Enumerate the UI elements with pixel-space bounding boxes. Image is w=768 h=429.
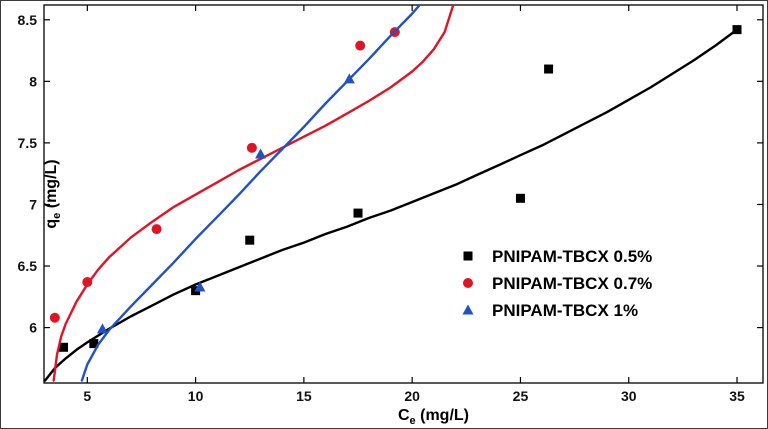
data-point	[246, 142, 257, 153]
data-point	[343, 73, 355, 84]
plot-frame	[43, 4, 764, 384]
data-point	[353, 208, 363, 218]
y-tick-label: 8.5	[18, 12, 38, 28]
x-tick-label: 20	[404, 388, 420, 404]
data-point	[58, 342, 68, 352]
series-0	[44, 25, 742, 382]
x-tick-label: 15	[296, 388, 312, 404]
y-tick-label: 7	[29, 196, 37, 212]
legend-item-1: PNIPAM-TBCX 0.7%	[463, 274, 652, 293]
legend-label: PNIPAM-TBCX 1%	[492, 301, 638, 320]
fit-curve-0	[44, 28, 739, 382]
y-tick-label: 7.5	[18, 135, 38, 151]
legend: PNIPAM-TBCX 0.5% PNIPAM-TBCX 0.7% PNIPAM-T…	[462, 247, 652, 320]
x-tick-label: 10	[188, 388, 204, 404]
legend-marker-circle	[463, 278, 473, 288]
legend-item-2: PNIPAM-TBCX 1%	[462, 301, 638, 320]
series-2	[80, 5, 421, 382]
fit-curve-1	[52, 5, 455, 382]
y-axis-label: qe (mg/L)	[43, 159, 63, 228]
legend-item-0: PNIPAM-TBCX 0.5%	[463, 247, 652, 266]
x-tick-label: 25	[513, 388, 529, 404]
data-point	[194, 281, 206, 292]
y-tick-label: 6	[29, 320, 37, 336]
data-point	[732, 25, 742, 35]
legend-marker-square	[463, 251, 473, 261]
data-point	[355, 40, 366, 51]
legend-marker-triangle	[462, 304, 474, 315]
x-axis-label: Ce (mg/L)	[398, 407, 469, 427]
x-tick-label: 35	[729, 388, 745, 404]
data-point	[255, 148, 267, 159]
data-point	[82, 277, 93, 288]
x-tick-label: 30	[621, 388, 637, 404]
data-point	[96, 323, 108, 334]
data-point	[515, 193, 525, 203]
y-tick-label: 6.5	[18, 258, 38, 274]
data-point	[49, 312, 60, 323]
legend-label: PNIPAM-TBCX 0.7%	[492, 274, 652, 293]
legend-label: PNIPAM-TBCX 0.5%	[492, 247, 652, 266]
data-point	[89, 339, 99, 349]
data-point	[245, 235, 255, 245]
plot-area	[44, 5, 742, 382]
data-point	[544, 64, 554, 74]
x-tick-label: 5	[83, 388, 91, 404]
fit-curve-2	[80, 5, 421, 382]
series-1	[49, 5, 455, 382]
data-point	[151, 224, 162, 235]
y-tick-label: 8	[29, 73, 37, 89]
